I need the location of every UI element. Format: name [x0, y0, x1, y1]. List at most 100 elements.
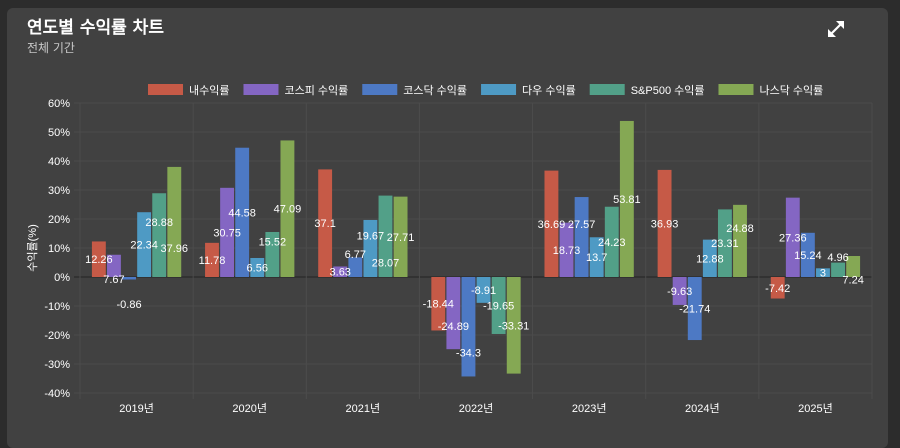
data-label: 6.56 — [247, 262, 268, 274]
data-label: 6.77 — [345, 249, 366, 261]
data-label: 12.26 — [85, 254, 113, 266]
y-tick-label: 60% — [48, 98, 70, 110]
bar — [574, 197, 589, 277]
bar — [733, 204, 747, 277]
x-tick-label: 2022년 — [459, 402, 494, 415]
data-label: 3 — [820, 268, 826, 280]
bar — [235, 147, 250, 277]
data-label: 53.81 — [613, 194, 641, 206]
data-label: 27.57 — [568, 219, 596, 231]
legend-label: S&P500 수익률 — [631, 84, 705, 97]
data-label: 44.58 — [228, 207, 256, 219]
bar — [348, 257, 363, 277]
legend-label: 코스피 수익률 — [284, 84, 348, 97]
data-label: 15.52 — [259, 236, 287, 248]
page-subtitle: 전체 기간 — [27, 41, 75, 55]
legend-label: 나스닥 수익률 — [759, 84, 823, 97]
bar — [800, 232, 815, 277]
legend-label: 다우 수익률 — [522, 84, 576, 97]
bar — [476, 277, 491, 303]
data-label: 28.88 — [145, 217, 173, 229]
x-tick-label: 2019년 — [119, 402, 154, 415]
data-label: 37.1 — [314, 218, 335, 230]
bar — [831, 262, 845, 277]
bar — [91, 241, 106, 277]
bar — [672, 277, 687, 305]
data-label: 23.31 — [711, 238, 739, 250]
y-tick-label: 50% — [48, 127, 70, 139]
data-label: 47.09 — [274, 204, 302, 216]
bar — [378, 195, 393, 277]
bar — [770, 277, 785, 299]
bar — [604, 206, 619, 277]
bar — [687, 277, 702, 341]
data-label: -8.91 — [471, 285, 496, 297]
y-tick-label: -10% — [44, 301, 70, 313]
bar — [333, 266, 348, 277]
data-label: -9.63 — [667, 286, 692, 298]
bar — [785, 197, 800, 277]
legend-swatch — [589, 84, 625, 95]
data-label: 15.24 — [794, 250, 822, 262]
y-axis-label: 수익률(%) — [26, 224, 39, 271]
data-label: 13.7 — [586, 252, 607, 264]
y-tick-label: -30% — [44, 359, 70, 371]
y-tick-label: 0% — [54, 272, 70, 284]
bar — [702, 239, 717, 277]
data-label: -0.86 — [116, 299, 141, 311]
data-label: 27.36 — [779, 232, 807, 244]
bar — [491, 277, 506, 334]
data-label: 11.78 — [199, 255, 226, 267]
bar — [589, 237, 604, 277]
legend-swatch — [148, 84, 183, 95]
y-tick-label: 40% — [48, 156, 70, 168]
bar — [461, 277, 476, 377]
x-tick-label: 2020년 — [232, 402, 267, 415]
bar — [250, 257, 265, 277]
data-label: -7.42 — [765, 283, 790, 295]
expand-arrows-icon[interactable] — [824, 17, 848, 41]
y-tick-label: 20% — [48, 214, 70, 226]
data-label: 30.75 — [213, 227, 241, 239]
legend-label: 내수익률 — [189, 84, 229, 97]
data-label: 28.07 — [372, 257, 400, 269]
bar — [431, 277, 446, 331]
bar — [220, 187, 235, 277]
data-label: 37.96 — [161, 243, 189, 255]
bar — [107, 254, 121, 277]
data-label: -21.74 — [679, 304, 710, 316]
y-tick-label: 30% — [48, 185, 70, 197]
bar — [657, 169, 672, 277]
bar — [167, 166, 182, 277]
legend-swatch — [243, 84, 279, 95]
bar — [446, 277, 461, 350]
y-tick-label: 10% — [48, 243, 70, 255]
data-label: -24.89 — [438, 321, 469, 333]
bar — [559, 222, 574, 277]
legend-swatch — [362, 84, 398, 95]
bar — [363, 219, 378, 277]
bar — [816, 268, 830, 277]
data-label: 3.63 — [330, 267, 351, 279]
data-label: 4.96 — [827, 252, 848, 264]
bar — [122, 277, 136, 280]
data-label: -33.31 — [498, 320, 529, 332]
data-label: 19.67 — [357, 230, 385, 242]
y-tick-label: -20% — [44, 330, 70, 342]
data-label: 12.88 — [696, 253, 724, 265]
legend-swatch — [481, 84, 517, 95]
data-label: 7.24 — [842, 275, 863, 287]
x-tick-label: 2021년 — [346, 402, 381, 415]
bar — [318, 169, 333, 277]
data-label: 24.88 — [726, 223, 754, 235]
bar — [544, 170, 559, 277]
data-label: 22.34 — [130, 240, 158, 252]
x-tick-label: 2023년 — [572, 402, 607, 415]
data-label: 27.71 — [387, 232, 415, 244]
bar — [846, 256, 861, 277]
bar — [717, 209, 732, 277]
y-tick-label: -40% — [44, 388, 70, 400]
bar — [619, 120, 634, 278]
data-label: 24.23 — [598, 237, 626, 249]
